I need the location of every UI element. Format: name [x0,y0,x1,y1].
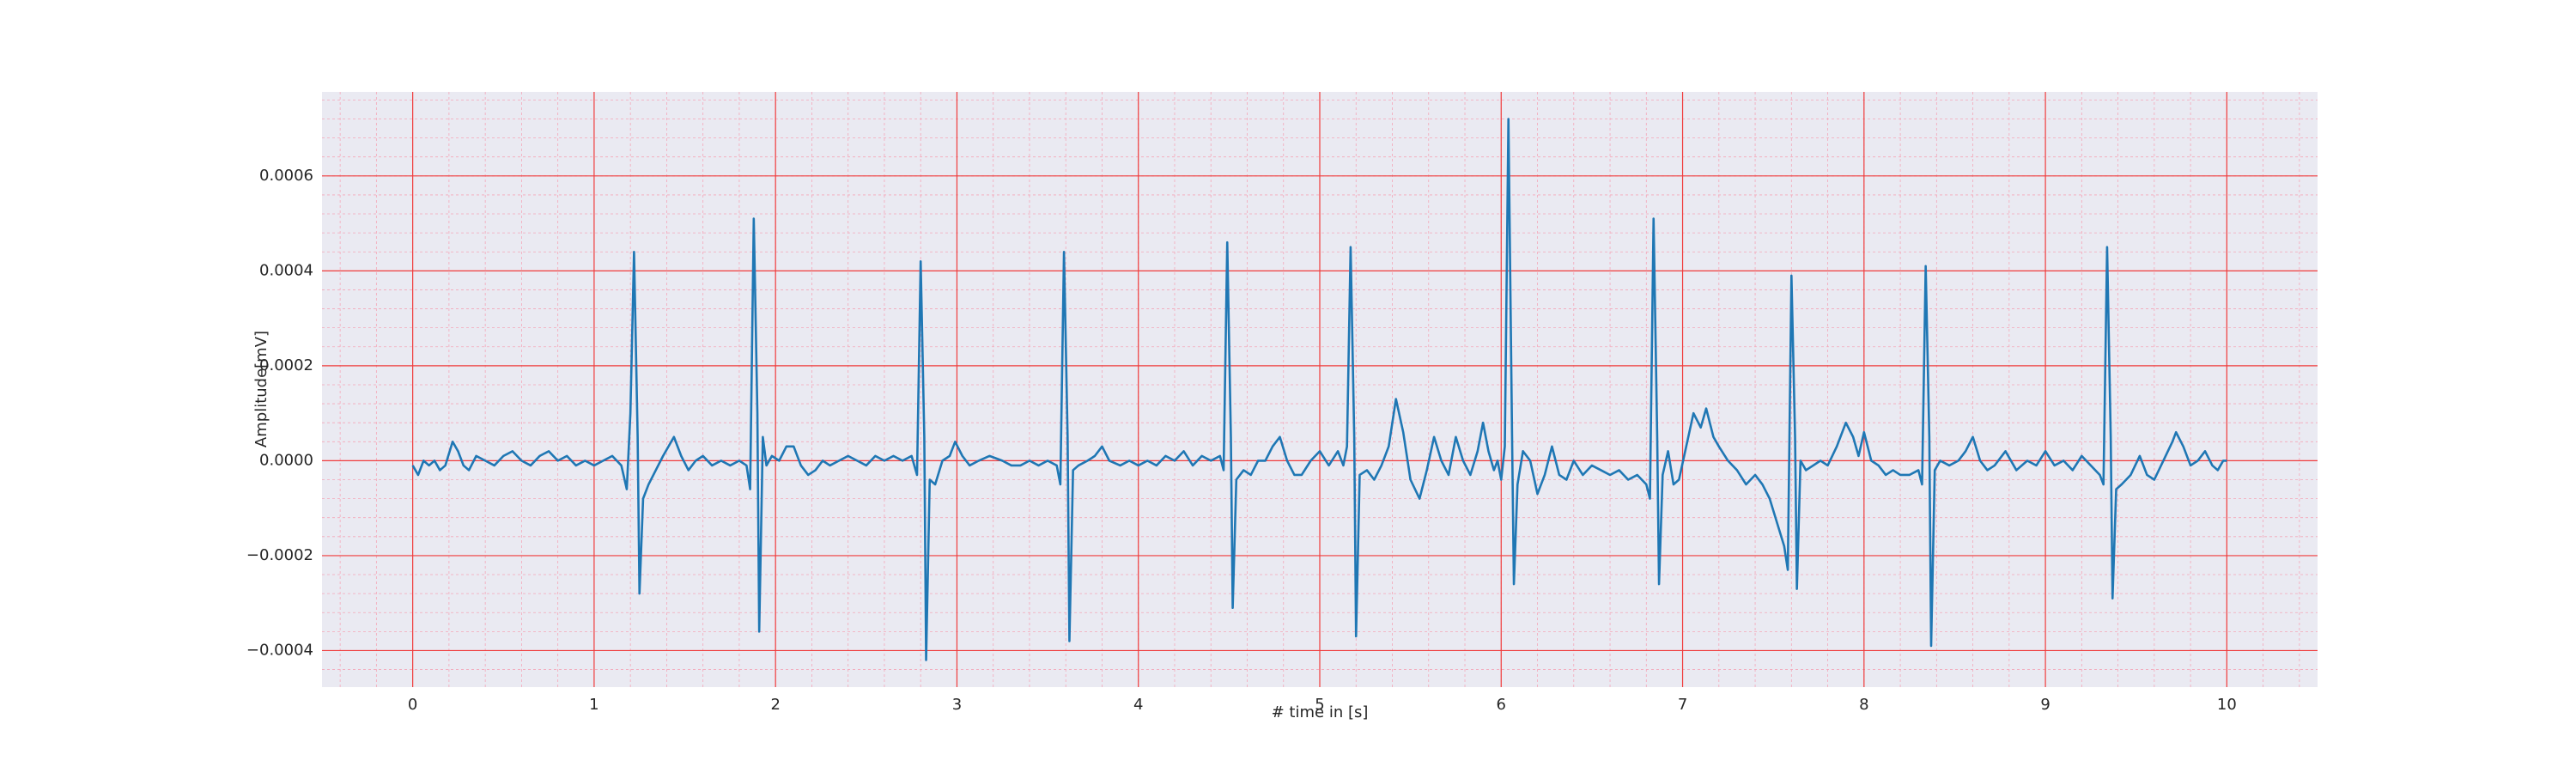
x-tick-label: 3 [952,696,962,714]
x-tick-label: 9 [2040,696,2050,714]
x-axis-label: # time in [s] [1272,703,1369,721]
y-axis-label: Amplitude[mV] [252,331,270,447]
signal-line [411,118,2227,661]
y-tick-label: 0.0002 [259,356,313,374]
y-tick-label: 0.0006 [259,167,313,185]
x-tick-label: 1 [589,696,598,714]
x-tick-label: 5 [1315,696,1324,714]
y-tick-label: −0.0004 [246,641,313,659]
x-tick-label: 8 [1859,696,1868,714]
x-tick-label: 7 [1678,696,1687,714]
x-tick-label: 4 [1133,696,1143,714]
y-tick-label: −0.0002 [246,546,313,564]
y-tick-label: 0.0004 [259,261,313,279]
x-tick-label: 6 [1497,696,1506,714]
x-tick-label: 10 [2217,696,2237,714]
y-tick-label: 0.0000 [259,451,313,469]
x-tick-label: 2 [770,696,780,714]
x-tick-label: 0 [408,696,417,714]
